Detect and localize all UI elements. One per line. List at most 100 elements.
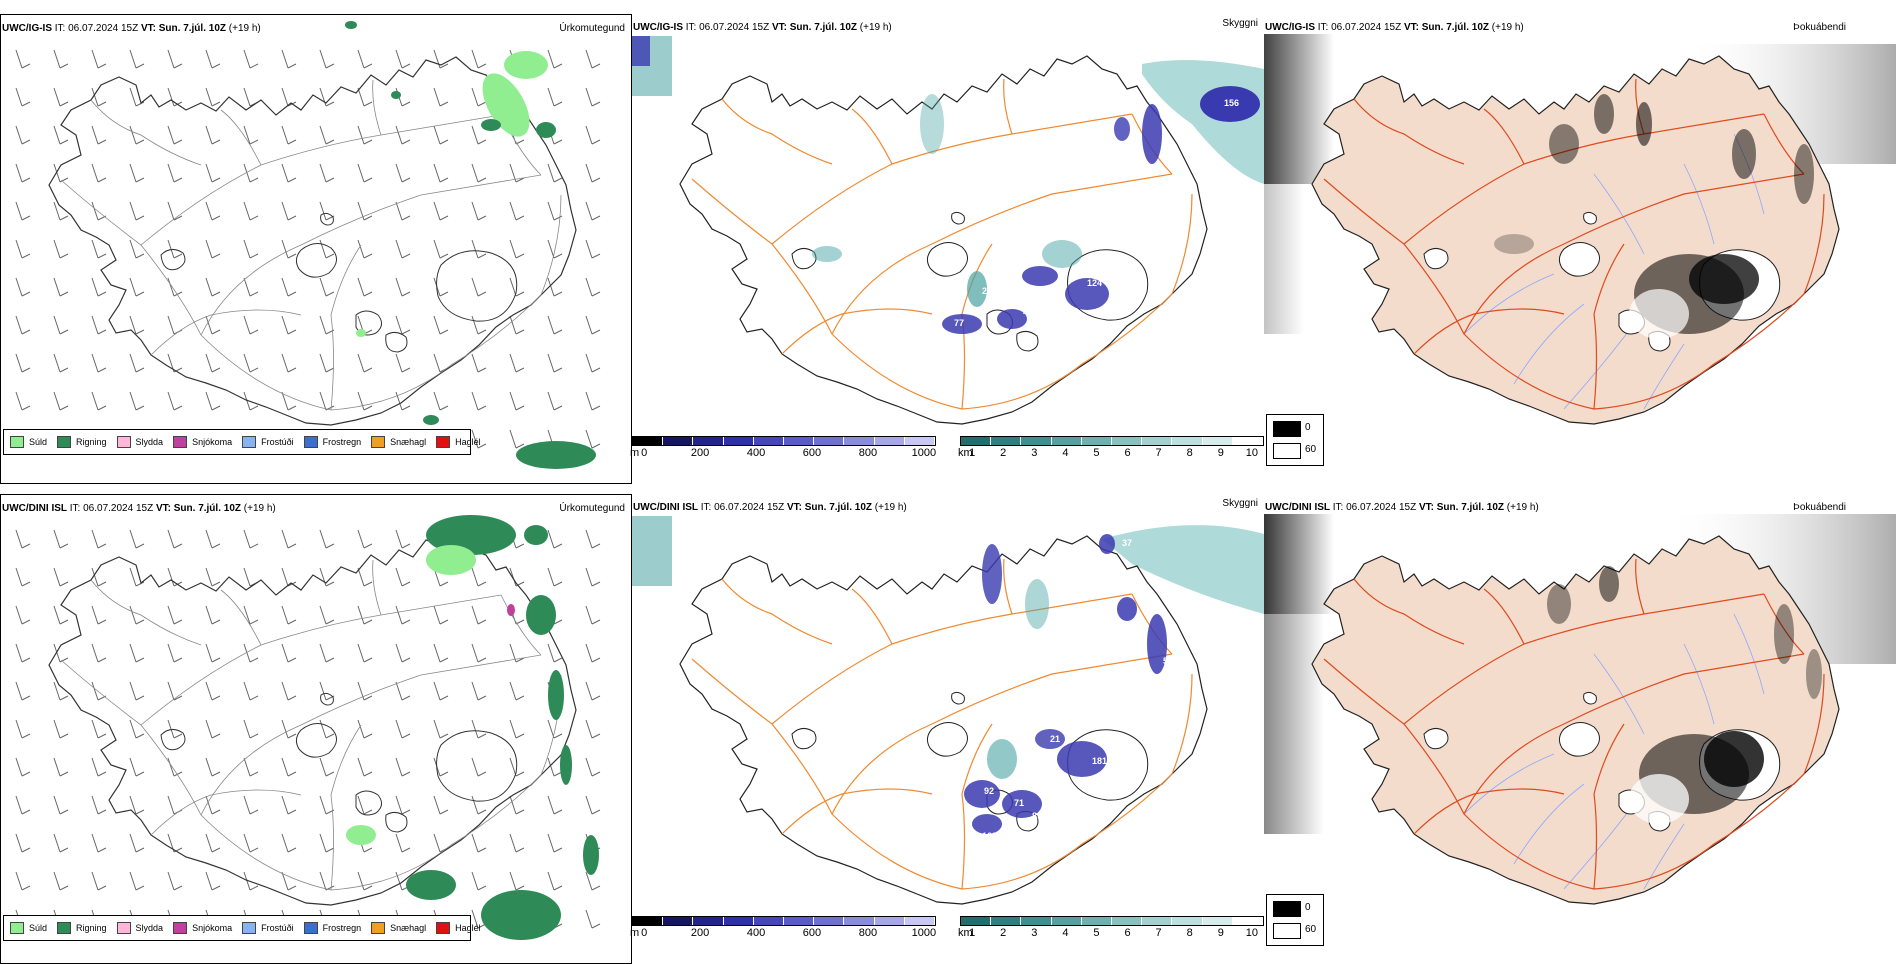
wind-barb-flag <box>21 581 31 587</box>
wind-barb-flag <box>401 367 411 373</box>
wind-barb-flag <box>401 581 411 587</box>
colorbar-unit: km <box>958 447 973 459</box>
road <box>1353 578 1465 645</box>
wind-barb-flag <box>249 63 259 69</box>
wind-barb <box>319 125 327 145</box>
ceiling-value-label: 156 <box>1224 98 1239 108</box>
wind-barb-flag <box>211 733 221 739</box>
wind-barb <box>357 719 365 739</box>
road <box>220 109 262 166</box>
wind-barb <box>547 529 555 549</box>
wind-barb-flag <box>363 253 373 259</box>
colorbar-unit: m <box>630 927 640 939</box>
wind-barb-flag <box>439 771 449 777</box>
wind-barb-flag <box>211 809 221 815</box>
wind-barb-flag <box>515 215 525 221</box>
wind-barb <box>167 567 175 587</box>
colorbar-segment <box>1051 437 1082 445</box>
colorbar-strip <box>632 916 936 926</box>
wind-barb-flag <box>401 771 411 777</box>
wind-barb <box>509 239 517 259</box>
wind-barb <box>53 49 61 69</box>
wind-barb <box>585 125 593 145</box>
wind-barb-flag <box>97 101 107 107</box>
wind-barb <box>281 201 289 221</box>
road <box>330 724 362 891</box>
road <box>851 108 893 165</box>
wind-barb <box>357 49 365 69</box>
wind-barb-flag <box>21 177 31 183</box>
wind-barb-flag <box>363 847 373 853</box>
wind-barb <box>205 757 213 777</box>
wind-barb-flag <box>211 291 221 297</box>
ceiling-value-label: 23 <box>1117 278 1127 288</box>
panel-precip-type-bottom: UWC/DINI ISL IT: 06.07.2024 15Z VT: Sun.… <box>0 494 632 964</box>
wind-barb-flag <box>363 215 373 221</box>
wind-barb <box>471 909 479 929</box>
road <box>500 594 542 656</box>
wind-barb <box>585 353 593 373</box>
colorbar-tick-label: 8 <box>1186 447 1193 459</box>
wind-barb <box>129 643 137 663</box>
wind-barb <box>205 315 213 335</box>
glacier-outline <box>320 212 334 226</box>
legend-item: Slydda <box>116 436 163 448</box>
wind-barb <box>281 643 289 663</box>
wind-barb-flag <box>477 139 487 145</box>
wind-barb <box>357 353 365 373</box>
wind-barb <box>319 239 327 259</box>
wind-barb <box>53 643 61 663</box>
ceiling-value-label: 124 <box>1087 278 1102 288</box>
wind-barb <box>509 871 517 891</box>
colorbar-tick-label: 0 <box>641 927 648 939</box>
panel-precip-type-top: UWC/IG-IS IT: 06.07.2024 15Z VT: Sun. 7.… <box>0 14 632 484</box>
wind-barb <box>585 87 593 107</box>
colorbar-segment <box>633 437 664 445</box>
wind-barb-flag <box>401 405 411 411</box>
wind-barb-flag <box>325 139 335 145</box>
wind-barb <box>509 719 517 739</box>
wind-barb <box>15 567 23 587</box>
wind-barb-flag <box>553 101 563 107</box>
wind-barb-flag <box>591 405 601 411</box>
wind-barb-flag <box>401 847 411 853</box>
wind-barb <box>243 719 251 739</box>
wind-barb-flag <box>591 253 601 259</box>
road <box>1003 558 1013 615</box>
wind-barb <box>585 163 593 183</box>
panel-header: UWC/IG-IS IT: 06.07.2024 15Z VT: Sun. 7.… <box>1265 22 1524 33</box>
wind-barb-flag <box>135 405 145 411</box>
wind-barb <box>433 795 441 815</box>
wind-barb-flag <box>591 657 601 663</box>
ceiling-value-label: 92 <box>984 786 994 796</box>
ceiling-value-label: 181 <box>1092 756 1107 766</box>
wind-barb-flag <box>287 543 297 549</box>
road-network <box>60 79 562 411</box>
legend-label: Rigning <box>76 923 107 933</box>
wind-barb <box>357 163 365 183</box>
wind-barb <box>433 605 441 625</box>
colorbar-segment <box>1202 917 1233 925</box>
wind-barb-flag <box>363 695 373 701</box>
wind-barb <box>395 681 403 701</box>
wind-barb <box>129 681 137 701</box>
wind-barb-flag <box>515 771 525 777</box>
wind-barb-flag <box>439 253 449 259</box>
wind-barbs <box>15 529 601 929</box>
wind-barb <box>433 833 441 853</box>
wind-barb <box>281 163 289 183</box>
wind-barb-flag <box>401 619 411 625</box>
wind-barb <box>547 391 555 411</box>
wind-barb-flag <box>363 101 373 107</box>
colorbar-segment <box>784 917 815 925</box>
legend-swatch <box>10 436 24 448</box>
wind-barb <box>585 49 593 69</box>
colorbar-tick-label: 600 <box>802 447 822 459</box>
wind-barb-flag <box>173 405 183 411</box>
panel-header: UWC/DINI ISL IT: 06.07.2024 15Z VT: Sun.… <box>633 502 907 513</box>
wind-barb <box>129 87 137 107</box>
wind-barb <box>243 681 251 701</box>
wind-barb <box>357 871 365 891</box>
wind-barb-flag <box>211 63 221 69</box>
wind-barb <box>547 201 555 221</box>
